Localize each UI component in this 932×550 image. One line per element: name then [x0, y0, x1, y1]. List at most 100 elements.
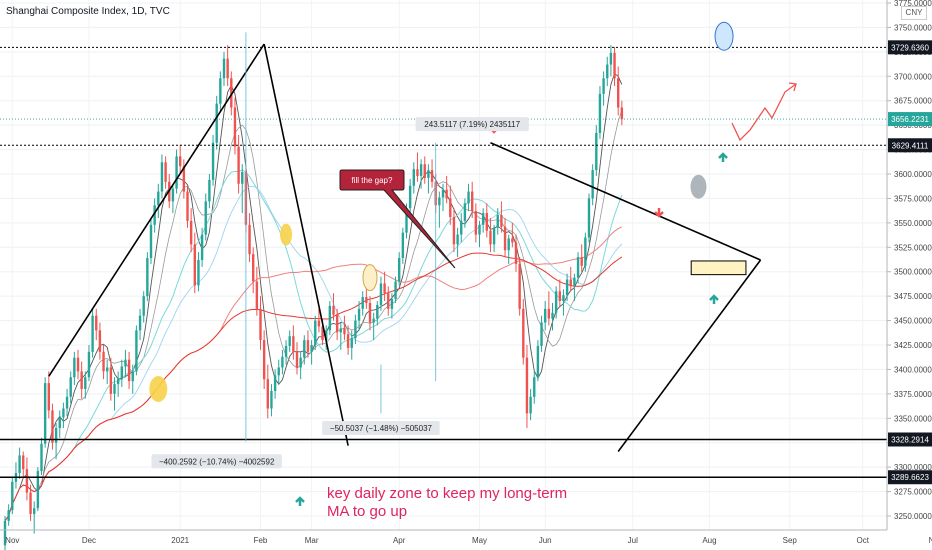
- price-axis-bg: [887, 0, 932, 550]
- time-tick-label: Oct: [857, 536, 870, 545]
- candle-body: [500, 215, 503, 227]
- candle-body: [339, 328, 342, 333]
- candle-body: [127, 359, 131, 382]
- candle-body: [598, 93, 602, 133]
- candle-body: [22, 455, 25, 470]
- candle-body: [292, 336, 295, 352]
- candle-body: [138, 315, 142, 331]
- candle-body: [321, 326, 324, 341]
- drawings: fill the gap? key daily zone to keep my l…: [0, 21, 887, 520]
- time-tick-label: 2021: [171, 536, 189, 545]
- candle-body: [471, 191, 474, 212]
- candle-body: [51, 410, 54, 443]
- candle-body: [43, 383, 47, 444]
- candle-body: [405, 208, 408, 233]
- time-tick-label: Jun: [539, 536, 552, 545]
- price-label: 3328.2914: [891, 435, 929, 444]
- price-label-box: [888, 40, 932, 55]
- measure-label-box: [151, 454, 282, 469]
- candle-body: [580, 257, 583, 266]
- candle-body: [87, 351, 91, 378]
- price-tick-label: 3750.0000: [894, 23, 932, 32]
- annotation-note-line1: key daily zone to keep my long-term: [327, 485, 567, 502]
- price-tick-label: 3775.0000: [894, 0, 932, 8]
- price-tick-label: 3275.0000: [894, 488, 932, 497]
- candle-body: [135, 330, 138, 372]
- candle-body: [441, 189, 445, 198]
- candle-body: [328, 305, 332, 331]
- up-arrow-icon: [295, 496, 305, 503]
- candle-body: [197, 259, 200, 286]
- candle-body: [215, 103, 218, 143]
- candle-body: [252, 254, 255, 282]
- measure-label-box: [322, 421, 440, 436]
- price-tick-label: 3700.0000: [894, 72, 932, 81]
- candle-body: [295, 351, 299, 368]
- candle-body: [40, 443, 43, 472]
- candle-body: [383, 283, 386, 294]
- candle-body: [299, 357, 302, 368]
- candle-body: [179, 156, 182, 167]
- candle-body: [29, 492, 32, 515]
- candle-body: [463, 203, 467, 221]
- candle-body: [226, 58, 229, 79]
- candle-body: [160, 162, 164, 192]
- candle-body: [149, 224, 153, 259]
- candle-body: [80, 371, 83, 389]
- candle-body: [175, 156, 178, 189]
- candle-body: [157, 191, 160, 206]
- highlight-ellipse: [714, 21, 734, 51]
- price-tick-label: 3500.0000: [894, 268, 932, 277]
- candle-body: [576, 257, 580, 278]
- price-tick-label: 3525.0000: [894, 243, 932, 252]
- price-tick-label: 3250.0000: [894, 512, 932, 521]
- candle-body: [390, 299, 394, 309]
- callout-text: fill the gap?: [352, 176, 393, 185]
- candle-body: [3, 520, 7, 546]
- time-axis[interactable]: Nov Dec 2021 Feb Mar Apr May Jun Jul Aug Sep Oct Nov…: [0, 529, 932, 545]
- candle-body: [401, 232, 405, 259]
- price-label: 3729.6360: [891, 43, 929, 52]
- candle-body: [587, 198, 591, 238]
- descending-resistance-line: [490, 141, 761, 261]
- candle-body: [507, 238, 510, 251]
- candle-body: [346, 334, 350, 348]
- candle-body: [445, 189, 448, 199]
- candle-body: [284, 345, 288, 357]
- candle-body: [419, 164, 423, 176]
- price-label-box: [888, 432, 932, 447]
- candle-body: [113, 384, 116, 394]
- ma-90-line: [4, 252, 623, 522]
- currency-button[interactable]: CNY: [901, 6, 927, 20]
- candle-body: [153, 205, 156, 225]
- candle-body: [481, 213, 485, 225]
- candle-body: [573, 277, 576, 286]
- ma-10-line: [4, 109, 623, 522]
- grid-lines: [0, 0, 887, 530]
- price-axis[interactable]: 3250.00003275.00003300.00003325.00003350…: [886, 0, 932, 550]
- moving-averages: [4, 72, 623, 522]
- candle-body: [233, 107, 237, 147]
- candle-body: [416, 169, 419, 176]
- measure-label-box: [415, 117, 529, 132]
- candle-body: [237, 146, 240, 184]
- candle-body: [47, 383, 50, 411]
- candle-body: [7, 510, 10, 521]
- price-label: 3289.6623: [891, 473, 929, 482]
- candle-body: [186, 191, 189, 221]
- candle-body: [376, 304, 379, 319]
- candle-body: [33, 508, 36, 515]
- candle-body: [602, 78, 605, 94]
- time-tick-label: Aug: [702, 536, 716, 545]
- price-label-box: [888, 138, 932, 153]
- candle-body: [332, 305, 335, 315]
- price-labels: 3729.6360 3656.2231 3629.4111 3328.2914 3289…: [888, 40, 932, 485]
- candle-body: [558, 291, 561, 302]
- candle-body: [591, 170, 594, 199]
- candle-body: [335, 314, 339, 333]
- candle-body: [408, 185, 412, 209]
- time-tick-label: Apr: [393, 536, 406, 545]
- candle-body: [204, 201, 207, 235]
- candle-body: [142, 296, 145, 316]
